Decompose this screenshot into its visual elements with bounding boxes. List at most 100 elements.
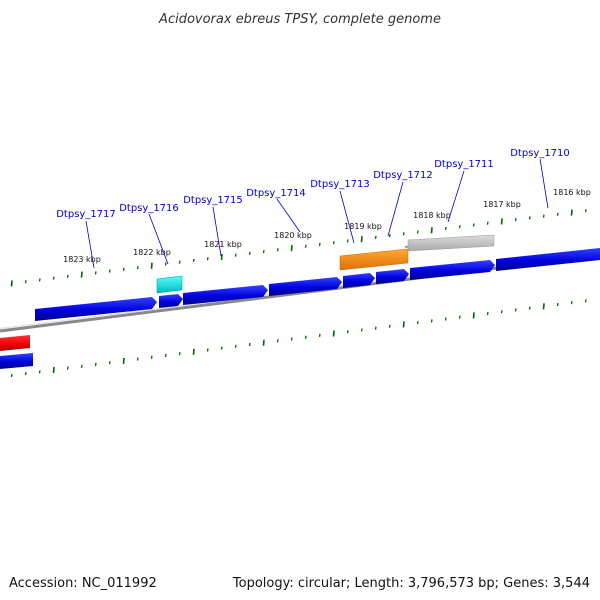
scale-tick	[192, 348, 195, 355]
scale-tick	[24, 372, 27, 376]
scale-tick	[80, 364, 83, 368]
scale-tick	[290, 337, 293, 341]
accession-text: Accession: NC_011992	[9, 576, 157, 591]
scale-tick	[248, 251, 251, 255]
scale-tick	[430, 227, 433, 234]
leader-line	[212, 206, 222, 257]
scale-tick	[584, 209, 587, 213]
scale-label: 1823 kbp	[63, 255, 101, 264]
scale-tick	[164, 262, 167, 266]
scale-tick	[430, 319, 433, 323]
scale-tick	[332, 330, 335, 337]
scale-tick	[80, 271, 83, 278]
scale-tick	[136, 265, 139, 270]
scale-tick	[556, 212, 559, 216]
scale-tick	[346, 330, 349, 334]
scale-label: 1819 kbp	[344, 222, 382, 231]
gene-label-dtpsy-1716[interactable]: Dtpsy_1716	[119, 203, 179, 214]
gene-arrow[interactable]	[410, 260, 495, 280]
leader-line	[539, 158, 549, 209]
scale-tick	[570, 209, 573, 216]
scale-label: 1816 kbp	[553, 188, 591, 197]
scale-tick	[164, 353, 167, 358]
scale-tick	[122, 267, 125, 271]
scale-tick	[248, 342, 251, 347]
scale-tick	[150, 355, 153, 359]
gene-arrow[interactable]	[159, 294, 183, 308]
scale-tick	[556, 302, 559, 307]
gene-label-leaders	[85, 158, 549, 269]
gene-arrow[interactable]	[35, 297, 157, 321]
leader-line	[339, 190, 355, 244]
scale-tick	[290, 244, 293, 252]
gene-label-dtpsy-1711[interactable]: Dtpsy_1711	[434, 159, 494, 170]
scale-tick	[10, 373, 13, 378]
gene-label-dtpsy-1710[interactable]: Dtpsy_1710	[510, 148, 570, 159]
scale-tick	[416, 321, 419, 325]
scale-tick	[192, 258, 195, 263]
gene-arrow[interactable]	[496, 248, 600, 271]
scale-tick	[360, 236, 363, 243]
scale-tick	[136, 357, 139, 361]
scale-tick	[304, 244, 307, 248]
scale-tick	[276, 248, 279, 252]
scale-tick	[94, 271, 97, 275]
scale-tick	[528, 216, 531, 220]
gene-red[interactable]	[0, 335, 30, 351]
scale-tick	[444, 226, 447, 231]
gene-cyan[interactable]	[156, 275, 183, 294]
scale-tick	[514, 218, 517, 222]
leader-line	[148, 213, 169, 265]
gene-label-dtpsy-1717[interactable]: Dtpsy_1717	[56, 209, 116, 220]
scale-label: 1820 kbp	[274, 231, 312, 240]
scale-tick	[584, 299, 587, 303]
map-title: Acidovorax ebreus TPSY, complete genome	[158, 12, 441, 27]
scale-tick	[38, 278, 41, 282]
scale-tick	[178, 260, 181, 264]
scale-tick	[402, 321, 405, 328]
gene-arrow[interactable]	[183, 285, 268, 305]
leader-line	[85, 220, 95, 269]
scale-tick	[150, 262, 153, 269]
scale-tick	[458, 225, 461, 229]
gene-gray[interactable]	[407, 234, 495, 252]
scale-tick	[528, 306, 531, 310]
scale-tick	[374, 235, 377, 239]
scale-label: 1818 kbp	[413, 211, 451, 220]
scale-tick	[220, 346, 223, 350]
scale-tick	[542, 303, 545, 310]
scale-tick	[388, 233, 391, 238]
scale-tick	[262, 339, 265, 346]
scale-tick	[346, 239, 349, 243]
gene-label-dtpsy-1715[interactable]: Dtpsy_1715	[183, 195, 243, 206]
scale-tick	[304, 335, 307, 339]
gene-orange[interactable]	[339, 248, 409, 271]
scale-label: 1822 kbp	[133, 248, 171, 257]
gene-label-dtpsy-1713[interactable]: Dtpsy_1713	[310, 179, 370, 190]
gene-blue-left[interactable]	[0, 353, 33, 369]
scale-tick	[24, 280, 27, 284]
scale-tick	[10, 280, 13, 287]
scale-tick	[472, 312, 475, 319]
scale-tick	[94, 362, 97, 367]
scale-tick	[220, 253, 223, 260]
scale-label: 1817 kbp	[483, 200, 521, 209]
gene-arrow[interactable]	[376, 269, 409, 284]
scale-tick	[178, 351, 181, 356]
scale-tick	[332, 241, 335, 245]
scale-tick	[570, 301, 573, 305]
gene-label-dtpsy-1714[interactable]: Dtpsy_1714	[246, 188, 306, 199]
genome-summary-text: Topology: circular; Length: 3,796,573 bp…	[232, 576, 590, 591]
scale-tick	[542, 214, 545, 218]
scale-tick	[388, 324, 391, 328]
gene-arrow[interactable]	[269, 277, 342, 296]
gene-label-dtpsy-1712[interactable]: Dtpsy_1712	[373, 170, 433, 181]
scale-tick	[486, 221, 489, 225]
scale-label: 1821 kbp	[204, 240, 242, 249]
scale-tick	[360, 328, 363, 332]
gene-arrow[interactable]	[343, 273, 375, 288]
scale-tick	[500, 218, 503, 225]
scale-tick	[276, 339, 279, 343]
